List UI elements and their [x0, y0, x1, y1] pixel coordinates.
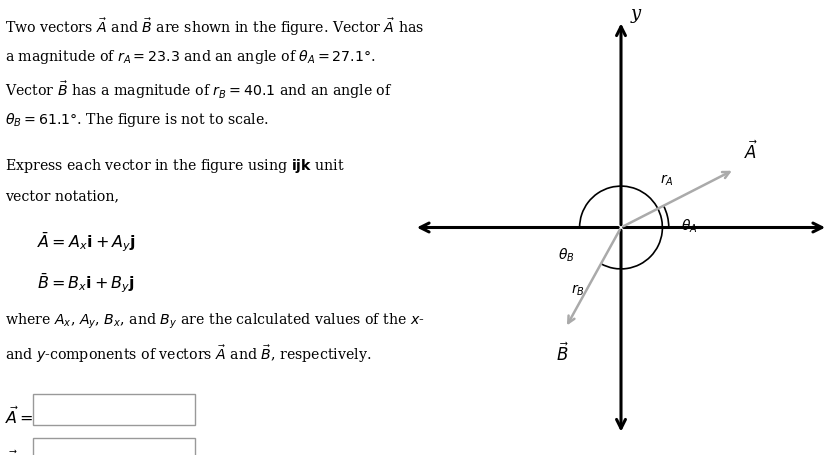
Text: Express each vector in the figure using $\mathbf{ijk}$ unit: Express each vector in the figure using … [5, 157, 344, 175]
Text: y: y [630, 5, 640, 23]
Text: vector notation,: vector notation, [5, 189, 119, 203]
Text: $\theta_A$: $\theta_A$ [681, 218, 697, 235]
Text: $\vec{A}$: $\vec{A}$ [743, 141, 758, 163]
Text: $r_B$: $r_B$ [571, 283, 585, 298]
Text: $\theta_B$: $\theta_B$ [557, 246, 574, 264]
Text: Vector $\vec{B}$ has a magnitude of $r_B = 40.1$ and an angle of: Vector $\vec{B}$ has a magnitude of $r_B… [5, 80, 392, 101]
FancyBboxPatch shape [33, 394, 194, 425]
Text: $\bar{B} = B_x\mathbf{i} + B_y\mathbf{j}$: $\bar{B} = B_x\mathbf{i} + B_y\mathbf{j}… [37, 271, 135, 294]
Text: $\bar{A} = A_x\mathbf{i} + A_y\mathbf{j}$: $\bar{A} = A_x\mathbf{i} + A_y\mathbf{j}… [37, 230, 136, 253]
Text: $\vec{B} =$: $\vec{B} =$ [5, 450, 33, 455]
Text: and $y$-components of vectors $\vec{A}$ and $\vec{B}$, respectively.: and $y$-components of vectors $\vec{A}$ … [5, 344, 371, 365]
FancyBboxPatch shape [33, 438, 194, 455]
Text: $r_A$: $r_A$ [660, 172, 673, 188]
Text: where $A_x$, $A_y$, $B_x$, and $B_y$ are the calculated values of the $x$-: where $A_x$, $A_y$, $B_x$, and $B_y$ are… [5, 312, 424, 331]
Text: a magnitude of $r_A = 23.3$ and an angle of $\theta_A = 27.1\degree$.: a magnitude of $r_A = 23.3$ and an angle… [5, 48, 375, 66]
Text: $\vec{A} =$: $\vec{A} =$ [5, 407, 34, 429]
Text: $\vec{B}$: $\vec{B}$ [555, 342, 568, 365]
Text: $\theta_B = 61.1\degree$. The figure is not to scale.: $\theta_B = 61.1\degree$. The figure is … [5, 111, 269, 130]
Text: Two vectors $\vec{A}$ and $\vec{B}$ are shown in the figure. Vector $\vec{A}$ ha: Two vectors $\vec{A}$ and $\vec{B}$ are … [5, 16, 423, 38]
